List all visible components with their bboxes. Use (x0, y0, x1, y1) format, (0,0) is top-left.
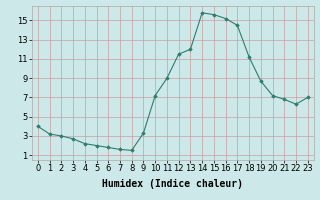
X-axis label: Humidex (Indice chaleur): Humidex (Indice chaleur) (102, 179, 243, 189)
